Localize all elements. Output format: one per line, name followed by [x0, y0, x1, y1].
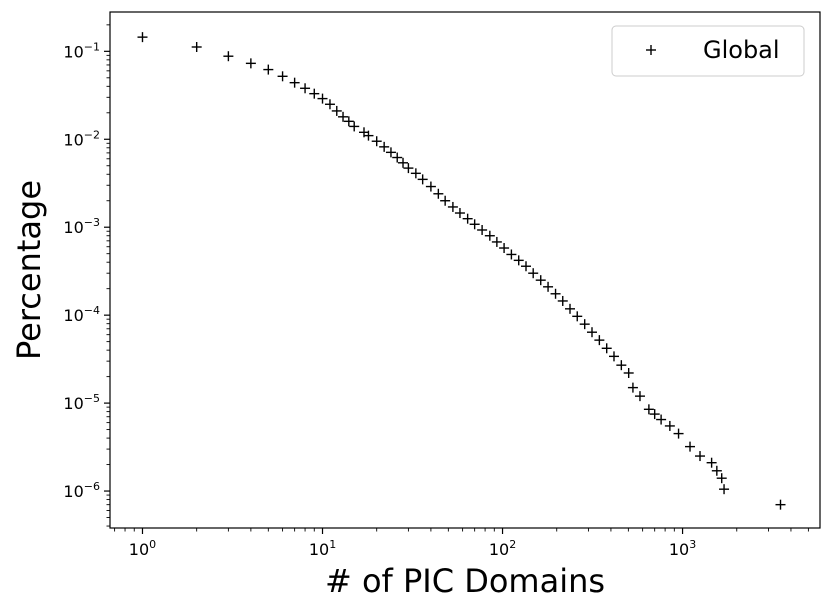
data-point	[300, 83, 311, 94]
data-point	[535, 275, 546, 286]
y-tick-label: 10−1	[63, 40, 100, 61]
data-point	[398, 157, 409, 168]
data-point	[716, 473, 727, 484]
data-point	[223, 51, 234, 62]
data-point	[643, 404, 654, 415]
x-tick-label: 103	[669, 538, 696, 559]
data-point	[695, 451, 706, 462]
data-point	[417, 174, 428, 185]
data-point	[289, 77, 300, 88]
x-axis-title: # of PIC Domains	[325, 562, 605, 600]
data-point	[454, 208, 465, 219]
x-axis-ticks: 100 101 102 103	[114, 528, 809, 559]
y-tick-label: 10−3	[63, 216, 100, 237]
data-point	[263, 64, 274, 75]
data-point	[371, 136, 382, 147]
y-axis-ticks: 10−6 10−5 10−4 10−3 10−2 10−1	[63, 24, 110, 527]
data-point	[565, 303, 576, 314]
data-markers	[137, 32, 786, 510]
data-point	[191, 41, 202, 52]
data-point	[506, 249, 517, 260]
data-point	[586, 327, 597, 338]
y-tick-label: 10−4	[63, 304, 100, 325]
legend-box	[611, 25, 805, 77]
legend-label-global: Global	[703, 36, 780, 64]
data-point	[594, 335, 605, 346]
data-point	[363, 130, 374, 141]
data-point	[447, 201, 458, 212]
data-point	[557, 295, 568, 306]
x-tick-label: 100	[129, 538, 156, 559]
data-point	[775, 499, 786, 510]
data-point	[711, 465, 722, 476]
data-point	[673, 428, 684, 439]
data-point	[513, 255, 524, 266]
data-point	[379, 141, 390, 152]
data-point	[627, 382, 638, 393]
x-tick-label: 101	[309, 538, 336, 559]
y-tick-label: 10−6	[63, 480, 100, 501]
y-tick-label: 10−2	[63, 128, 100, 149]
data-point	[469, 219, 480, 230]
data-point	[579, 319, 590, 330]
data-point	[649, 409, 660, 420]
data-point	[499, 243, 510, 254]
data-point	[410, 168, 421, 179]
data-point	[685, 441, 696, 452]
data-point	[277, 71, 288, 82]
data-point	[343, 116, 354, 127]
legend: Global	[611, 25, 805, 77]
data-point	[543, 281, 554, 292]
data-point	[528, 268, 539, 279]
data-point	[324, 99, 335, 110]
data-point	[425, 181, 436, 192]
data-point	[440, 195, 451, 206]
data-point	[137, 32, 148, 43]
data-point	[477, 224, 488, 235]
data-point	[572, 311, 583, 322]
data-point	[634, 391, 645, 402]
data-point	[664, 420, 675, 431]
data-point	[338, 111, 349, 122]
y-tick-label: 10−5	[63, 392, 100, 413]
data-point	[462, 213, 473, 224]
data-point	[623, 367, 634, 378]
legend-marker-plus	[646, 45, 656, 55]
data-point	[349, 121, 360, 132]
x-tick-label: 102	[489, 538, 516, 559]
y-axis-title: Percentage	[10, 180, 48, 360]
data-point	[719, 484, 730, 495]
plot-area	[109, 11, 821, 529]
data-point	[433, 188, 444, 199]
data-point	[392, 152, 403, 163]
data-point	[706, 457, 717, 468]
data-point	[550, 288, 561, 299]
data-point	[385, 147, 396, 158]
data-point	[656, 414, 667, 425]
data-point	[317, 93, 328, 104]
plot-frame	[109, 11, 821, 529]
data-point	[491, 236, 502, 247]
data-point	[403, 163, 414, 174]
data-point	[616, 360, 627, 371]
data-point	[245, 58, 256, 69]
data-point	[521, 261, 532, 272]
data-point	[608, 351, 619, 362]
data-point	[601, 343, 612, 354]
data-point	[331, 105, 342, 116]
data-point	[484, 230, 495, 241]
legend-marker	[646, 45, 656, 55]
data-point	[309, 88, 320, 99]
